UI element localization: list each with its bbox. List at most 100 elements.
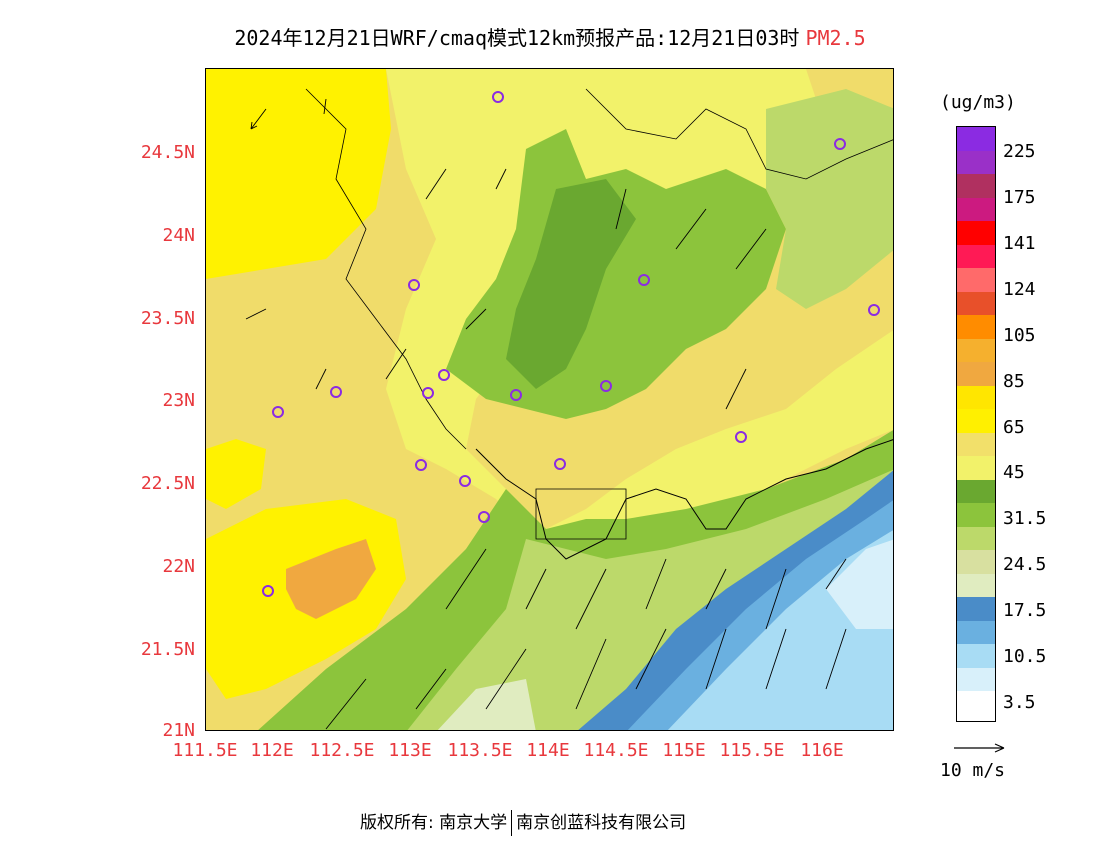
lon-label-114-5: 114.5E bbox=[583, 740, 649, 761]
legend-label-124: 124 bbox=[1003, 279, 1036, 300]
lon-label-111-5: 111.5E bbox=[172, 740, 238, 761]
wind-arrow bbox=[635, 628, 667, 690]
wind-arrow bbox=[315, 368, 327, 390]
legend-label-225: 225 bbox=[1003, 141, 1036, 162]
lon-label-112: 112E bbox=[250, 740, 294, 761]
city-marker bbox=[422, 387, 434, 399]
color-bar-swatch bbox=[957, 503, 995, 527]
wind-arrow bbox=[705, 628, 727, 690]
coastline bbox=[475, 439, 893, 560]
orange-hotspot bbox=[286, 539, 376, 619]
color-bar-swatch bbox=[957, 339, 995, 362]
pale-green-patch bbox=[437, 679, 536, 730]
wind-arrow bbox=[645, 558, 667, 610]
lon-label-113: 113E bbox=[388, 740, 432, 761]
legend-label-24-5: 24.5 bbox=[1003, 554, 1047, 575]
dark-green-region bbox=[506, 179, 636, 389]
city-marker bbox=[735, 431, 747, 443]
lon-label-115: 115E bbox=[662, 740, 706, 761]
city-marker bbox=[868, 304, 880, 316]
color-bar-swatch bbox=[957, 433, 995, 456]
copyright-right: 南京创蓝科技有限公司 bbox=[516, 813, 687, 833]
color-bar-swatch bbox=[957, 456, 995, 480]
lat-label-22-5: 22.5N bbox=[140, 473, 195, 494]
coastal-light-green-band bbox=[407, 469, 893, 730]
wind-arrow bbox=[825, 628, 847, 690]
color-bar-swatch bbox=[957, 597, 995, 621]
city-marker bbox=[554, 458, 566, 470]
pm25-map[interactable] bbox=[205, 68, 894, 731]
color-bar-swatch bbox=[957, 386, 995, 409]
lon-label-114: 114E bbox=[526, 740, 570, 761]
city-marker bbox=[510, 389, 522, 401]
city-markers bbox=[262, 91, 880, 597]
wind-arrow bbox=[765, 628, 787, 690]
city-marker bbox=[492, 91, 504, 103]
lat-label-24: 24N bbox=[162, 225, 195, 246]
lat-label-22: 22N bbox=[162, 556, 195, 577]
wind-arrow bbox=[765, 568, 787, 630]
color-bar-swatch bbox=[957, 127, 995, 151]
color-bar-swatch bbox=[957, 362, 995, 386]
legend-label-17-5: 17.5 bbox=[1003, 600, 1047, 621]
wind-arrow bbox=[425, 168, 447, 200]
legend-label-105: 105 bbox=[1003, 325, 1036, 346]
hong-kong-boundary bbox=[535, 488, 627, 540]
legend-label-45: 45 bbox=[1003, 462, 1025, 483]
city-marker bbox=[330, 386, 342, 398]
legend-units: (ug/m3) bbox=[940, 92, 1016, 113]
city-marker bbox=[600, 380, 612, 392]
wind-reference-arrow bbox=[954, 743, 1005, 753]
wind-arrow bbox=[485, 648, 527, 710]
color-bar-swatch bbox=[957, 198, 995, 221]
color-bar-swatch bbox=[957, 691, 995, 713]
color-bar-swatch bbox=[957, 621, 995, 644]
wind-arrow bbox=[825, 558, 847, 590]
wind-arrow bbox=[385, 348, 407, 380]
sea-pale-patch bbox=[826, 539, 893, 629]
color-bar-swatch bbox=[957, 480, 995, 503]
province-boundary-west bbox=[305, 88, 467, 450]
wind-arrow bbox=[675, 208, 707, 250]
color-bar-swatch bbox=[957, 268, 995, 292]
light-green-region-northeast bbox=[766, 89, 893, 309]
color-bar bbox=[956, 126, 996, 722]
lat-label-23-5: 23.5N bbox=[140, 308, 195, 329]
lat-label-24-5: 24.5N bbox=[140, 142, 195, 163]
wind-arrow bbox=[445, 548, 487, 610]
city-marker bbox=[834, 138, 846, 150]
color-bar-swatch bbox=[957, 409, 995, 433]
yellow-region-northwest bbox=[206, 69, 391, 279]
color-bar-swatch bbox=[957, 527, 995, 550]
lon-label-113-5: 113.5E bbox=[447, 740, 513, 761]
copyright-footer: 版权所有: 南京大学 南京创蓝科技有限公司 bbox=[360, 808, 686, 836]
legend-label-31-5: 31.5 bbox=[1003, 508, 1047, 529]
wind-arrow bbox=[725, 368, 747, 410]
title-text: 2024年12月21日WRF/cmaq模式12km预报产品:12月21日03时 bbox=[234, 26, 800, 50]
color-bar-swatch bbox=[957, 668, 995, 691]
legend-label-3-5: 3.5 bbox=[1003, 692, 1036, 713]
color-bar-swatch bbox=[957, 574, 995, 597]
wind-arrow bbox=[575, 568, 607, 630]
color-bar-swatch bbox=[957, 245, 995, 268]
copyright-left: 版权所有: 南京大学 bbox=[360, 813, 508, 833]
city-marker bbox=[262, 585, 274, 597]
wind-arrow bbox=[615, 188, 627, 230]
legend-label-85: 85 bbox=[1003, 371, 1025, 392]
legend-label-65: 65 bbox=[1003, 417, 1025, 438]
legend-label-10-5: 10.5 bbox=[1003, 646, 1047, 667]
wind-arrow bbox=[705, 568, 727, 610]
pollutant-label: PM2.5 bbox=[805, 26, 866, 50]
wind-arrow bbox=[325, 678, 367, 730]
city-marker bbox=[638, 274, 650, 286]
legend-label-141: 141 bbox=[1003, 233, 1036, 254]
color-bar-swatch bbox=[957, 644, 995, 668]
city-marker bbox=[438, 369, 450, 381]
legend-label-175: 175 bbox=[1003, 187, 1036, 208]
wind-reference-label: 10 m/s bbox=[940, 760, 1006, 781]
wind-arrow bbox=[495, 168, 507, 190]
wind-arrow bbox=[245, 308, 267, 320]
city-marker bbox=[415, 459, 427, 471]
city-marker bbox=[408, 279, 420, 291]
lon-label-112-5: 112.5E bbox=[309, 740, 375, 761]
